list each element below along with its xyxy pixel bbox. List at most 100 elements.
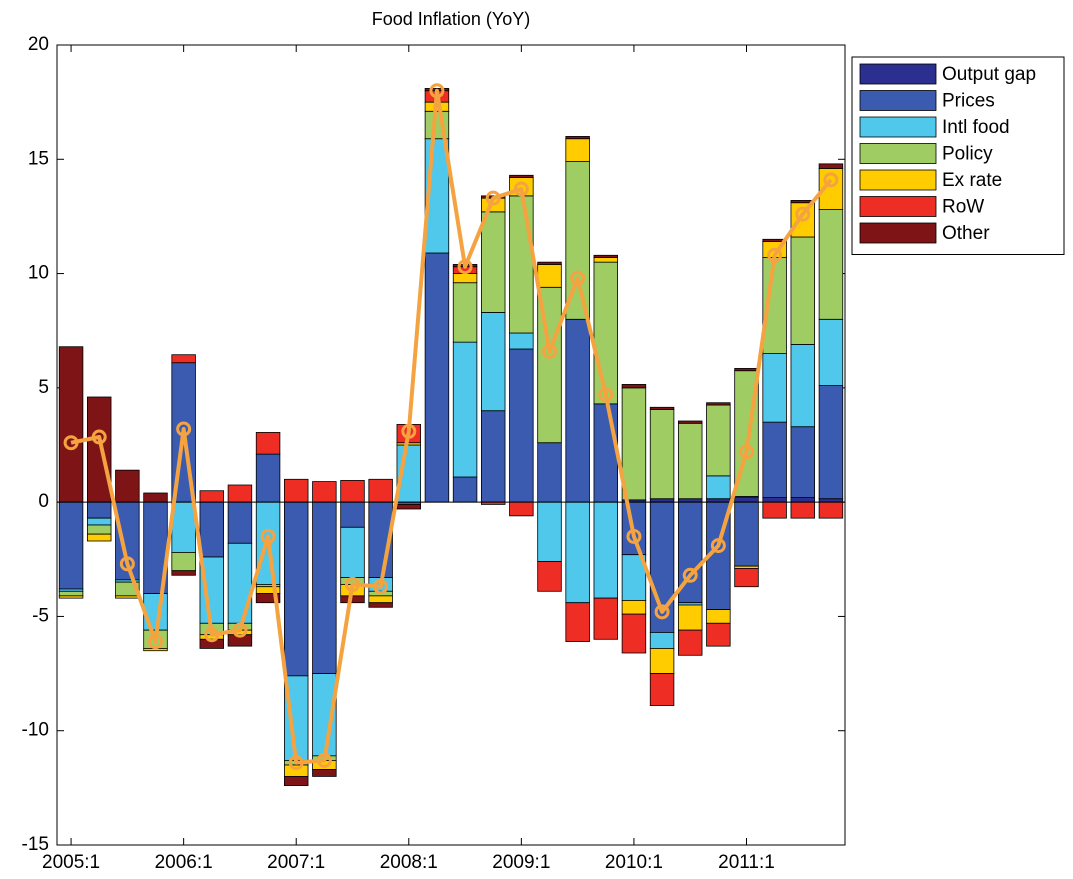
bar-segment bbox=[565, 501, 590, 604]
y-tick-label: -10 bbox=[22, 720, 49, 741]
bar-segment bbox=[649, 673, 675, 706]
legend-swatch bbox=[859, 90, 937, 111]
line-marker bbox=[654, 604, 670, 620]
bar-segment bbox=[227, 542, 253, 624]
bar-segment bbox=[649, 632, 675, 649]
line-marker bbox=[570, 270, 586, 286]
bar-segment bbox=[649, 648, 675, 674]
bar-segment bbox=[171, 354, 196, 364]
bar-segment bbox=[227, 484, 253, 503]
bar-segment bbox=[171, 552, 196, 572]
bar-segment bbox=[452, 273, 478, 284]
legend-swatch bbox=[859, 169, 937, 191]
bar-segment bbox=[312, 501, 337, 674]
bar-segment bbox=[818, 318, 844, 386]
bar-segment bbox=[227, 501, 253, 544]
bar-segment bbox=[368, 602, 393, 608]
bar-segment bbox=[565, 136, 590, 140]
bar-segment bbox=[199, 501, 225, 558]
bar-segment bbox=[480, 410, 506, 503]
chart-title: Food Inflation (YoY) bbox=[372, 9, 530, 29]
line-marker bbox=[63, 435, 79, 451]
bar-segment bbox=[171, 501, 196, 553]
x-tick-label: 2005:1 bbox=[42, 852, 100, 873]
bar-segment bbox=[143, 492, 168, 503]
line-marker bbox=[626, 528, 642, 544]
line-marker bbox=[457, 259, 473, 275]
line bbox=[70, 88, 833, 765]
x-tick-label: 2008:1 bbox=[380, 852, 438, 873]
bar-segment bbox=[649, 498, 675, 503]
bar-segment bbox=[58, 590, 84, 597]
bar-segment bbox=[283, 764, 309, 777]
x-tick-label: 2009:1 bbox=[492, 852, 550, 873]
bar-segment bbox=[677, 498, 703, 503]
bar-segment bbox=[790, 344, 816, 428]
bar-segment bbox=[86, 517, 112, 526]
bar-segment bbox=[593, 597, 619, 640]
bar-segment bbox=[621, 613, 647, 654]
bar-segment bbox=[762, 421, 787, 498]
y-tick-label: -15 bbox=[22, 834, 49, 855]
bar-segment bbox=[565, 138, 590, 162]
bar-segment bbox=[283, 501, 309, 677]
bar-segment bbox=[86, 501, 112, 519]
line-marker bbox=[401, 423, 417, 439]
bar-segment bbox=[762, 497, 787, 503]
line-marker bbox=[260, 528, 276, 544]
bar-segment bbox=[734, 568, 759, 588]
bar-segment bbox=[537, 261, 562, 265]
line-marker bbox=[513, 181, 529, 197]
bar-segment bbox=[340, 526, 365, 578]
bar-segment bbox=[537, 442, 562, 503]
bar-segment bbox=[283, 478, 309, 503]
line-marker bbox=[795, 206, 811, 222]
bar-segment bbox=[706, 402, 731, 406]
bar-segment bbox=[818, 163, 844, 169]
bar-segment bbox=[58, 501, 84, 590]
bar-segment bbox=[649, 406, 675, 410]
bar-segment bbox=[762, 501, 787, 519]
bar-segment bbox=[537, 501, 562, 562]
bar-segment bbox=[424, 252, 450, 503]
bar-segment bbox=[537, 561, 562, 592]
legend-label: Output gap bbox=[942, 64, 1036, 85]
bar-segment bbox=[86, 524, 112, 535]
bar-segment bbox=[452, 282, 478, 343]
line-marker bbox=[373, 579, 389, 595]
bar-segment bbox=[396, 504, 422, 510]
bar-segment bbox=[509, 195, 534, 334]
bar-segment bbox=[255, 453, 281, 503]
bar-segment bbox=[368, 478, 393, 503]
bar-segment bbox=[171, 570, 196, 576]
bar-segment bbox=[368, 595, 393, 604]
bar-segment bbox=[593, 261, 619, 405]
bar-segment bbox=[312, 769, 337, 777]
bar-segment bbox=[86, 396, 112, 503]
bar-segment bbox=[649, 409, 675, 500]
bar-segment bbox=[677, 420, 703, 424]
bar-segment bbox=[734, 497, 759, 503]
legend-swatch bbox=[859, 143, 937, 164]
x-tick-label: 2007:1 bbox=[267, 852, 325, 873]
bar-segment bbox=[565, 602, 590, 642]
legend-label: RoW bbox=[942, 197, 984, 218]
bar-segment bbox=[706, 622, 731, 647]
line-marker bbox=[598, 387, 614, 403]
line-marker bbox=[204, 627, 220, 643]
bar-segment bbox=[734, 501, 759, 567]
legend-label: Intl food bbox=[942, 117, 1010, 138]
line-marker bbox=[345, 576, 360, 592]
bar-segment bbox=[621, 387, 647, 501]
bar-segment bbox=[58, 595, 84, 599]
bar-segment bbox=[509, 348, 534, 503]
bar-segment bbox=[312, 481, 337, 503]
bar-segment bbox=[340, 501, 365, 528]
bar-segment bbox=[143, 593, 168, 631]
bar-segment bbox=[115, 469, 140, 503]
bar-segment bbox=[480, 312, 506, 412]
line-marker bbox=[119, 556, 135, 572]
bar-segment bbox=[255, 593, 281, 604]
bar-segment bbox=[706, 475, 731, 500]
x-tick-label: 2006:1 bbox=[155, 852, 213, 873]
